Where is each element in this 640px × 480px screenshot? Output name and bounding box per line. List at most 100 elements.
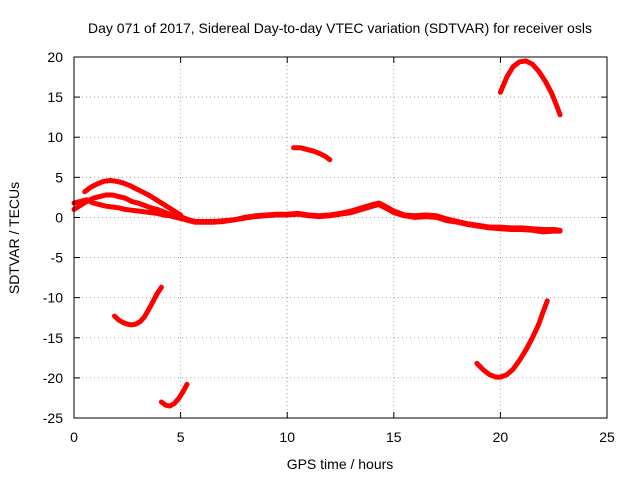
data-point <box>402 213 407 218</box>
data-point <box>487 372 492 377</box>
data-point <box>317 214 322 219</box>
data-point <box>129 322 134 328</box>
data-point <box>304 147 309 152</box>
data-point <box>95 181 100 186</box>
data-point <box>116 194 122 199</box>
data-point <box>108 178 113 183</box>
y-tick-label: -10 <box>43 290 63 306</box>
data-point <box>338 212 343 217</box>
data-point <box>159 399 164 405</box>
data-point <box>180 216 185 222</box>
data-point <box>176 396 181 401</box>
data-point <box>221 219 226 224</box>
data-point <box>306 213 311 218</box>
data-point <box>285 212 290 218</box>
grid <box>74 57 607 418</box>
data-point <box>78 203 83 208</box>
data-point <box>291 145 296 150</box>
data-point <box>123 207 128 212</box>
data-point <box>310 148 315 154</box>
data-point <box>186 218 192 223</box>
data-point <box>557 228 563 234</box>
data-point <box>455 220 460 225</box>
data-point <box>498 90 503 95</box>
series-group <box>71 58 563 409</box>
data-point <box>553 101 558 106</box>
data-point <box>167 213 173 218</box>
data-point <box>97 194 102 199</box>
x-tick-label: 5 <box>177 429 185 445</box>
data-point <box>146 192 151 198</box>
data-point <box>154 291 160 296</box>
data-point <box>133 186 138 191</box>
data-point <box>97 202 102 207</box>
data-point <box>498 374 503 380</box>
data-point <box>242 216 247 221</box>
data-point <box>297 145 303 150</box>
data-point <box>295 212 301 217</box>
data-point <box>370 204 375 209</box>
data-point <box>152 196 158 202</box>
data-point <box>466 222 471 227</box>
data-point <box>323 154 328 159</box>
data-point <box>91 196 96 201</box>
data-point <box>253 214 258 219</box>
data-point <box>423 214 428 219</box>
data-point <box>504 372 509 377</box>
data-point <box>178 212 183 218</box>
data-point <box>78 199 83 204</box>
data-point <box>101 179 107 184</box>
data-point <box>317 151 322 156</box>
data-point <box>140 189 145 194</box>
data-point <box>114 179 119 184</box>
data-point <box>103 192 109 198</box>
data-point <box>125 321 130 327</box>
data-point <box>327 157 332 162</box>
data-point <box>120 180 126 186</box>
data-point <box>91 200 96 206</box>
data-point <box>133 321 138 327</box>
data-point <box>476 224 482 229</box>
data-point <box>508 227 514 232</box>
data-point <box>129 208 134 213</box>
data-point <box>523 58 529 64</box>
data-point <box>123 196 128 201</box>
x-tick-label: 0 <box>70 429 78 445</box>
data-point <box>159 285 164 290</box>
data-point <box>444 218 450 223</box>
data-point <box>210 220 215 225</box>
data-point <box>517 59 522 64</box>
data-point <box>135 200 141 206</box>
data-point <box>110 192 115 198</box>
x-tick-label: 25 <box>599 429 615 445</box>
data-point <box>383 205 388 210</box>
data-point <box>159 200 164 206</box>
data-point <box>391 210 396 215</box>
data-point <box>142 209 147 214</box>
data-point <box>412 215 418 220</box>
data-point <box>530 228 535 233</box>
data-point <box>137 319 143 324</box>
data-point <box>135 208 141 214</box>
data-point <box>193 220 198 225</box>
data-point <box>549 90 554 96</box>
data-point <box>530 61 535 67</box>
data-point <box>545 298 550 304</box>
y-axis-label: SDTVAR / TECUs <box>6 182 22 294</box>
data-point <box>359 207 364 212</box>
data-point <box>161 212 166 218</box>
data-point <box>172 208 177 214</box>
data-point <box>84 197 90 202</box>
y-tick-label: -25 <box>43 410 63 426</box>
y-tick-label: -20 <box>43 370 63 386</box>
data-point <box>511 366 516 372</box>
data-point <box>165 204 170 210</box>
y-tick-label: 5 <box>55 169 63 185</box>
data-point <box>172 401 177 406</box>
data-point <box>103 204 109 209</box>
series-main-band-c <box>82 178 184 218</box>
data-point <box>142 203 147 208</box>
data-point <box>88 184 94 190</box>
x-tick-label: 15 <box>386 429 402 445</box>
